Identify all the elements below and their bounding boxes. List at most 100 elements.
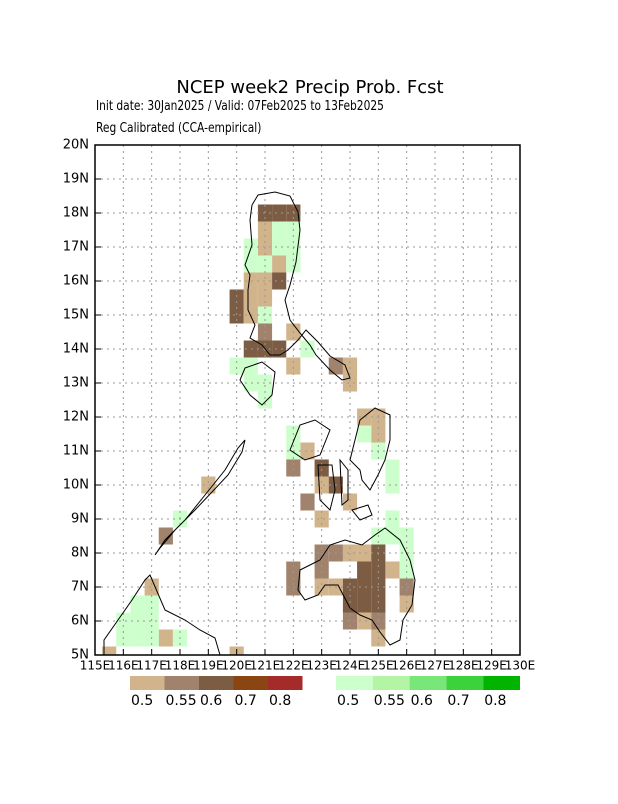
cell <box>130 629 145 647</box>
y-tick-label: 15N <box>63 308 89 323</box>
cell <box>300 340 315 358</box>
legend: 0.5 0.55 0.6 0.7 0.8 0.5 0.55 0.6 0.7 0.8 <box>130 676 520 709</box>
x-tick-label: 123E <box>306 659 337 673</box>
cell <box>385 510 400 528</box>
cell <box>300 493 315 511</box>
coastline <box>239 361 276 406</box>
legend-label: 0.5 <box>337 693 359 709</box>
x-tick-label: 122E <box>278 659 309 673</box>
cell <box>342 357 358 375</box>
cell <box>272 238 287 256</box>
x-tick-label: 115E <box>80 659 111 673</box>
cell <box>272 221 287 239</box>
cell <box>229 357 244 375</box>
coastline <box>103 574 221 656</box>
y-tick-label: 7N <box>71 580 89 595</box>
cell <box>342 578 358 596</box>
legend-label: 0.6 <box>411 693 433 709</box>
x-tick-label: 128E <box>448 659 479 673</box>
legend-swatch <box>372 676 410 690</box>
cell <box>371 561 386 579</box>
y-tick-label: 17N <box>63 240 89 255</box>
legend-label: 0.55 <box>374 693 405 709</box>
cell <box>286 561 301 579</box>
legend-label: 0.8 <box>484 693 506 709</box>
cell <box>257 255 273 273</box>
cell <box>357 544 372 562</box>
x-tick-label: 118E <box>165 659 196 673</box>
y-tick-label: 19N <box>63 172 89 187</box>
legend-label: 0.6 <box>200 693 222 709</box>
coastline <box>297 527 416 646</box>
note: Reg Calibrated (CCA-empirical) <box>96 120 261 135</box>
legend-swatch <box>233 676 268 690</box>
y-tick-label: 9N <box>71 512 89 527</box>
x-tick-label: 124E <box>335 659 366 673</box>
legend-swatch <box>409 676 447 690</box>
legend-swatch <box>336 676 373 690</box>
x-tick-label: 130E <box>505 659 536 673</box>
cell <box>257 391 273 409</box>
cell <box>371 595 386 613</box>
legend-label: 0.55 <box>166 693 197 709</box>
coastline <box>351 504 373 521</box>
subtitle: Init date: 30Jan2025 / Valid: 07Feb2025 … <box>96 98 384 113</box>
chart-title: NCEP week2 Precip Prob. Fcst <box>176 77 443 98</box>
y-tick-label: 8N <box>71 546 89 561</box>
x-tick-label: 121E <box>250 659 281 673</box>
x-tick-label: 119E <box>193 659 224 673</box>
cell <box>399 578 414 596</box>
cell <box>314 561 329 579</box>
legend-swatch <box>199 676 234 690</box>
y-tick-label: 20N <box>63 138 89 153</box>
legend-swatch <box>164 676 199 690</box>
cell <box>102 646 117 655</box>
legend-swatch <box>483 676 520 690</box>
cell <box>130 595 145 613</box>
cell <box>314 459 329 477</box>
y-tick-label: 16N <box>63 274 89 289</box>
x-tick-label: 117E <box>136 659 167 673</box>
y-tick-label: 10N <box>63 478 89 493</box>
cell <box>243 289 258 307</box>
cell <box>286 255 301 273</box>
cell <box>243 374 258 392</box>
cell <box>229 289 244 307</box>
plot-frame <box>94 144 521 656</box>
cell <box>385 476 400 494</box>
coastlines <box>103 191 416 656</box>
cell <box>257 289 273 307</box>
cell <box>201 476 216 494</box>
legend-swatch <box>268 676 303 690</box>
legend-swatch <box>446 676 484 690</box>
x-tick-label: 126E <box>391 659 422 673</box>
coastline <box>154 439 246 556</box>
x-tick-label: 129E <box>476 659 507 673</box>
x-tick-label: 120E <box>221 659 252 673</box>
coastline <box>317 464 336 511</box>
coastline <box>289 419 331 461</box>
x-tick-label: 125E <box>363 659 394 673</box>
coastline <box>244 191 351 381</box>
cell <box>357 595 372 613</box>
coastline <box>349 407 391 491</box>
legend-label: 0.7 <box>447 693 469 709</box>
cell <box>243 272 258 290</box>
coastline <box>339 458 349 507</box>
grid: 115E116E117E118E119E120E121E122E123E124E… <box>63 138 536 673</box>
cell <box>314 476 329 494</box>
cell <box>300 442 315 460</box>
cell <box>385 561 400 579</box>
x-tick-label: 127E <box>420 659 451 673</box>
cell <box>314 578 329 596</box>
legend-label: 0.7 <box>235 693 257 709</box>
cell <box>144 595 159 613</box>
cell <box>286 357 301 375</box>
cell <box>158 527 173 545</box>
cell <box>286 459 301 477</box>
x-tick-label: 116E <box>108 659 139 673</box>
legend-label: 0.5 <box>131 693 153 709</box>
cell <box>357 612 372 630</box>
cell <box>357 578 372 596</box>
